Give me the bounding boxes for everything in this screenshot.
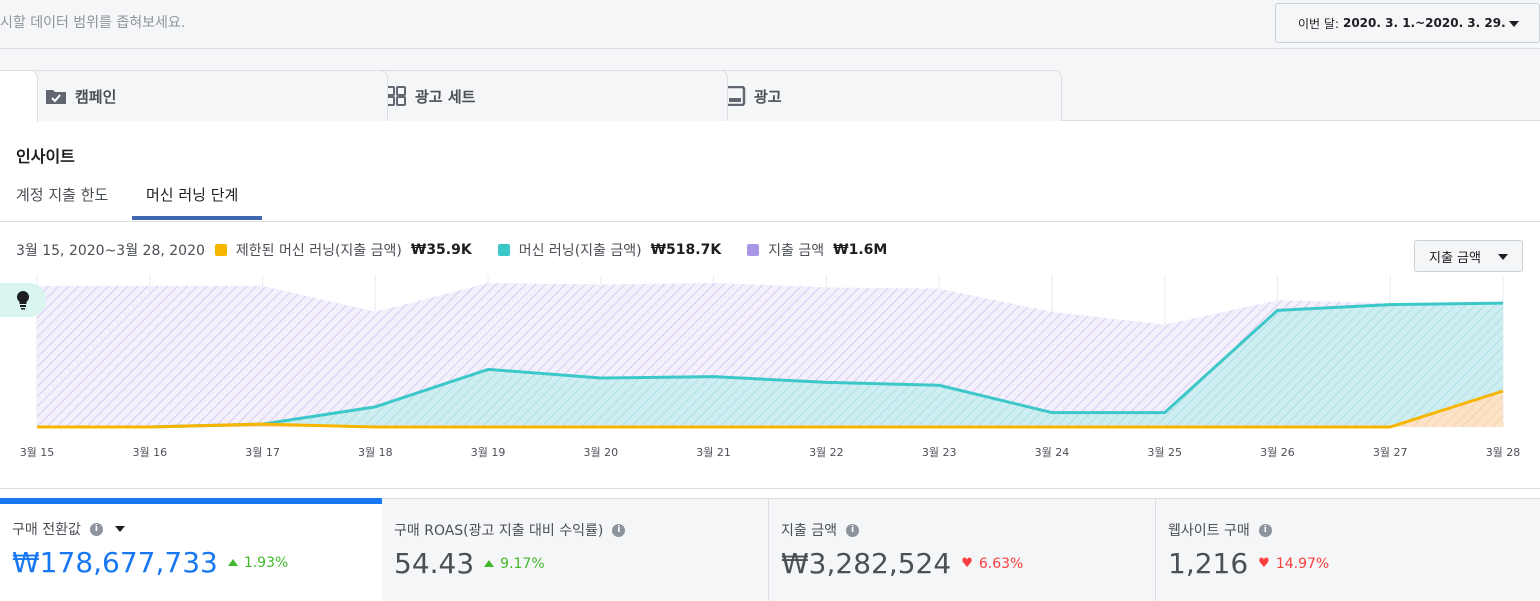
x-tick-label: 3월 16 bbox=[132, 446, 167, 459]
insights-subtabs: 계정 지출 한도 머신 러닝 단계 bbox=[0, 178, 1540, 222]
x-axis-labels: 3월 15 3월 16 3월 17 3월 18 3월 19 3월 20 3월 21 3월 22… bbox=[20, 446, 1521, 459]
kpi-name: 구매 ROAS(광고 지출 대비 수익률) bbox=[394, 523, 604, 539]
kpi-name-row: 구매 전환값 i bbox=[12, 519, 125, 539]
kpi-change: 9.17% bbox=[484, 555, 545, 572]
x-tick-label: 3월 21 bbox=[696, 446, 731, 459]
limited-line bbox=[37, 389, 1504, 429]
kpi-name: 웹사이트 구매 bbox=[1168, 523, 1250, 539]
kpi-value: ₩3,282,524 bbox=[781, 547, 952, 580]
kpi-card-purchase-value[interactable]: 구매 전환값 i ₩178,677,733 1.93% bbox=[0, 498, 387, 601]
subtab-learning-phase[interactable]: 머신 러닝 단계 bbox=[146, 186, 239, 204]
x-tick-label: 3월 15 bbox=[20, 446, 55, 459]
kpi-change-value: 6.63% bbox=[978, 555, 1024, 572]
x-tick-label: 3월 27 bbox=[1373, 446, 1408, 459]
kpi-change: ♥ 14.97% bbox=[1258, 556, 1329, 572]
filter-hint: 시할 데이터 범위를 좁혀보세요. bbox=[0, 15, 186, 31]
kpi-value: 1,216 bbox=[1168, 547, 1249, 580]
kpi-value-row: 54.43 9.17% bbox=[394, 547, 545, 580]
kpi-card-spend[interactable]: 지출 금액 i ₩3,282,524 ♥ 6.63% bbox=[769, 498, 1156, 601]
tab-account[interactable] bbox=[0, 70, 38, 122]
level-tabs: 캠페인 광고 세트 광고 bbox=[0, 49, 1540, 122]
legend-amount-learning: ₩518.7K bbox=[650, 242, 722, 258]
top-bar: 시할 데이터 범위를 좁혀보세요. 이번 달: 2020. 3. 1.~2020… bbox=[0, 0, 1540, 49]
x-tick-label: 3월 28 bbox=[1486, 446, 1521, 459]
info-icon[interactable]: i bbox=[612, 523, 626, 537]
kpi-name-row: 구매 ROAS(광고 지출 대비 수익률) i bbox=[394, 520, 626, 540]
tab-campaigns[interactable]: 캠페인 bbox=[28, 70, 388, 121]
up-arrow-icon bbox=[227, 559, 238, 566]
kpi-name-row: 지출 금액 i bbox=[781, 520, 859, 540]
grid-icon bbox=[385, 86, 406, 106]
kpi-change: 1.93% bbox=[227, 554, 289, 571]
spend-area bbox=[37, 283, 1503, 427]
x-tick-label: 3월 20 bbox=[584, 446, 619, 459]
kpi-value-row: ₩178,677,733 1.93% bbox=[12, 546, 288, 579]
tab-ads-label: 광고 bbox=[754, 87, 782, 106]
chart-legend: 3월 15, 2020~3월 28, 2020 제한된 머신 러닝(지출 금액)… bbox=[16, 240, 887, 260]
subtab-account-spend-limit[interactable]: 계정 지출 한도 bbox=[16, 186, 109, 204]
legend-swatch-spend bbox=[747, 244, 760, 256]
x-tick-label: 3월 23 bbox=[922, 446, 957, 459]
date-range-button[interactable]: 이번 달: 2020. 3. 1.~2020. 3. 29. bbox=[1275, 3, 1540, 43]
legend-swatch-learning bbox=[497, 244, 510, 256]
section-divider bbox=[0, 488, 1540, 489]
legend-date-range: 3월 15, 2020~3월 28, 2020 bbox=[16, 243, 205, 259]
date-range-label: 이번 달: bbox=[1298, 16, 1339, 31]
kpi-change-value: 1.93% bbox=[243, 554, 289, 571]
up-arrow-icon bbox=[484, 560, 495, 567]
learning-phase-chart: 3월 15 3월 16 3월 17 3월 18 3월 19 3월 20 3월 21 3월 22… bbox=[20, 275, 1521, 459]
insights-title: 인사이트 bbox=[16, 147, 75, 166]
legend-swatch-limited bbox=[214, 244, 227, 256]
kpi-name: 지출 금액 bbox=[781, 523, 837, 539]
legend-amount-limited: ₩35.9K bbox=[410, 242, 472, 258]
folder-check-icon bbox=[46, 90, 66, 104]
learning-area bbox=[37, 303, 1503, 427]
kpi-change-value: 9.17% bbox=[500, 555, 545, 572]
chevron-down-icon bbox=[1498, 254, 1508, 260]
x-tick-label: 3월 25 bbox=[1147, 446, 1182, 459]
chevron-down-icon bbox=[1509, 21, 1519, 27]
metric-select[interactable]: 지출 금액 bbox=[1414, 240, 1523, 272]
kpi-value-row: 1,216 ♥ 14.97% bbox=[1168, 547, 1329, 580]
tab-ad-sets-label: 광고 세트 bbox=[415, 87, 476, 106]
tab-campaigns-label: 캠페인 bbox=[75, 87, 117, 106]
kpi-name-row: 웹사이트 구매 i bbox=[1168, 520, 1272, 540]
x-tick-label: 3월 26 bbox=[1260, 446, 1295, 459]
kpi-name: 구매 전환값 bbox=[12, 522, 81, 538]
legend-amount-spend: ₩1.6M bbox=[833, 242, 888, 258]
kpi-value: 54.43 bbox=[394, 547, 475, 580]
legend-label-limited: 제한된 머신 러닝(지출 금액) bbox=[235, 243, 402, 259]
chart-areas bbox=[37, 283, 1503, 427]
chart-lines bbox=[37, 301, 1504, 429]
lightbulb-icon bbox=[16, 290, 30, 310]
x-tick-label: 3월 22 bbox=[809, 446, 844, 459]
kpi-change: ♥ 6.63% bbox=[961, 556, 1023, 572]
active-card-indicator bbox=[0, 498, 382, 504]
x-tick-label: 3월 18 bbox=[358, 446, 393, 459]
x-tick-label: 3월 17 bbox=[245, 446, 280, 459]
kpi-value-row: ₩3,282,524 ♥ 6.63% bbox=[781, 547, 1023, 580]
down-arrow-icon: ♥ bbox=[961, 556, 973, 571]
tab-ad-sets[interactable]: 광고 세트 bbox=[368, 70, 728, 121]
kpi-change-value: 14.97% bbox=[1275, 555, 1330, 572]
kpi-value: ₩178,677,733 bbox=[12, 546, 218, 579]
info-icon[interactable]: i bbox=[845, 523, 859, 537]
kpi-card-website-purchases[interactable]: 웹사이트 구매 i 1,216 ♥ 14.97% bbox=[1156, 498, 1540, 601]
insight-tip-button[interactable] bbox=[0, 283, 46, 317]
metric-select-value: 지출 금액 bbox=[1429, 250, 1481, 266]
learning-line bbox=[37, 301, 1504, 429]
kpi-card-roas[interactable]: 구매 ROAS(광고 지출 대비 수익률) i 54.43 9.17% bbox=[382, 498, 769, 601]
kpi-cards: 구매 전환값 i ₩178,677,733 1.93% 구매 ROAS(광고 지… bbox=[0, 498, 1540, 601]
date-range-value: 2020. 3. 1.~2020. 3. 29. bbox=[1342, 16, 1506, 30]
down-arrow-icon: ♥ bbox=[1258, 556, 1270, 571]
x-tick-label: 3월 24 bbox=[1035, 446, 1070, 459]
info-icon[interactable]: i bbox=[1258, 523, 1272, 537]
info-icon[interactable]: i bbox=[89, 522, 103, 536]
tab-ads[interactable]: 광고 bbox=[707, 70, 1062, 121]
legend-label-learning: 머신 러닝(지출 금액) bbox=[518, 243, 642, 259]
chevron-down-icon[interactable] bbox=[114, 526, 125, 532]
active-subtab-indicator bbox=[132, 216, 262, 220]
x-tick-label: 3월 19 bbox=[471, 446, 506, 459]
legend-label-spend: 지출 금액 bbox=[768, 243, 825, 259]
